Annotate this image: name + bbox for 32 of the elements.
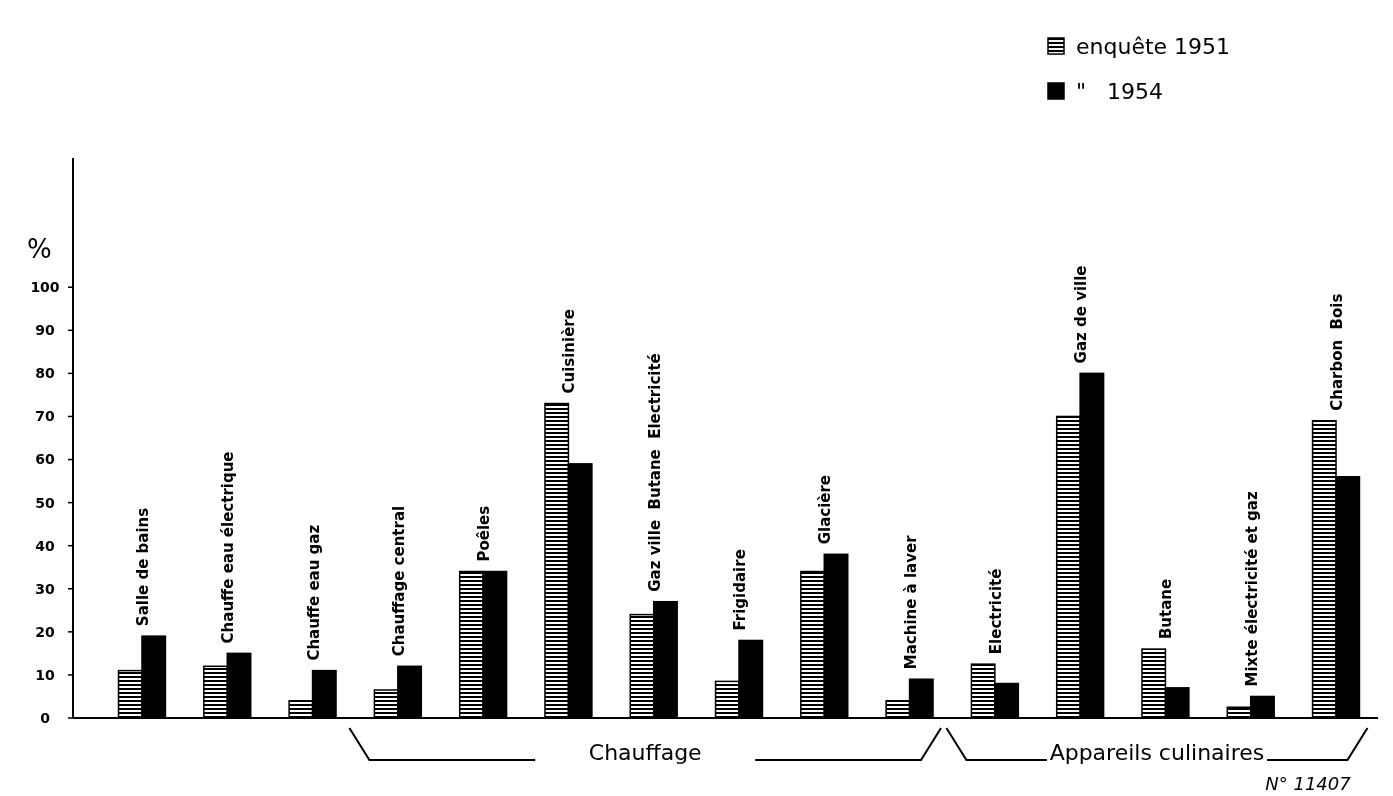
x-tick-label: Gaz ville Butane Electricité <box>645 353 664 592</box>
x-tick-label: Glacière <box>816 474 835 545</box>
y-tick-label: 100 <box>30 279 60 296</box>
x-tick-label: Chauffage central <box>389 505 408 657</box>
x-tick-label: Mixte électricité et gaz <box>1242 491 1261 687</box>
y-tick-label: 30 <box>35 580 55 597</box>
x-tick-label: Gaz de ville <box>1072 265 1091 364</box>
y-axis-title: % <box>27 234 52 265</box>
y-tick-label: 80 <box>35 365 55 382</box>
x-tick-label: Chauffe eau électrique <box>219 451 238 644</box>
y-tick-label: 20 <box>35 623 55 640</box>
text: Appareils culinaires <box>1049 740 1265 765</box>
y-tick-label: 10 <box>35 666 55 683</box>
x-tick-label: Cuisinière <box>560 309 579 394</box>
y-tick-label: 90 <box>35 322 55 339</box>
x-tick-label: Butane <box>1157 578 1176 640</box>
y-tick-label: 70 <box>35 408 55 425</box>
y-tick-label: 60 <box>35 451 55 468</box>
x-tick-label: Machine à laver <box>901 534 920 670</box>
legend-label: " 1954 <box>1076 78 1164 104</box>
x-tick-label: Poêles <box>475 505 494 562</box>
legend-label: enquête 1951 <box>1076 33 1231 59</box>
x-tick-label: Frigidaire <box>731 549 749 631</box>
text: N° 11407 <box>1265 773 1352 794</box>
y-tick-label: 50 <box>35 494 55 511</box>
y-tick-label: 0 <box>40 709 51 726</box>
x-tick-label: Charbon Bois <box>1328 293 1347 411</box>
x-tick-label: Salle de bains <box>133 507 152 627</box>
x-tick-label: Electricité <box>986 568 1005 655</box>
x-tick-label: Chauffe eau gaz <box>304 524 323 661</box>
text: Chauffage <box>588 740 702 765</box>
y-tick-label: 40 <box>35 537 55 554</box>
